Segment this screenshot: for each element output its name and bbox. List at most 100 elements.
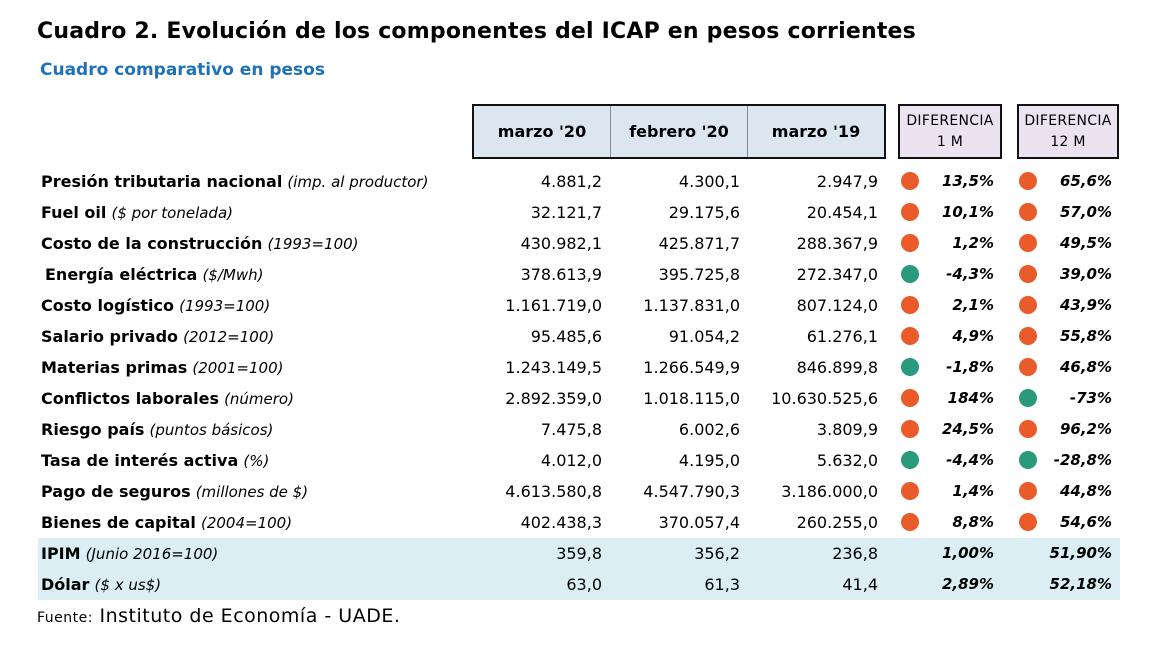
header-diferencia-12m-line2: 12 M [1050, 133, 1086, 150]
indicator-12m-icon [1019, 203, 1037, 221]
indicator-1m-icon [901, 203, 919, 221]
value-marzo-19: 3.186.000,0 [781, 482, 878, 501]
value-febrero-20: 1.137.831,0 [643, 296, 740, 315]
header-diferencia-12m-line1: DIFERENCIA [1024, 112, 1112, 129]
row-name: Riesgo país [41, 420, 145, 439]
indicator-12m-icon [1019, 172, 1037, 190]
table-row: Salario privado (2012=100) 95.485,6 91.0… [38, 321, 1120, 352]
table-row: Presión tributaria nacional (imp. al pro… [38, 166, 1120, 197]
row-unit: ($ x us$) [94, 576, 162, 594]
indicator-1m-icon [901, 482, 919, 500]
row-label: Costo de la construcción (1993=100) [41, 228, 359, 260]
header-febrero-20: febrero '20 [610, 106, 747, 157]
row-label: Materias primas (2001=100) [41, 352, 283, 384]
row-label: Conflictos laborales (número) [41, 383, 294, 415]
indicator-1m-icon [901, 172, 919, 190]
diff-1m: 10,1% [941, 203, 994, 221]
row-name: Salario privado [41, 327, 179, 346]
table-subtitle: Cuadro comparativo en pesos [40, 60, 325, 80]
row-unit: (imp. al productor) [287, 173, 429, 191]
value-marzo-19: 846.899,8 [796, 358, 878, 377]
row-name: Costo logístico [41, 296, 175, 315]
data-table: Presión tributaria nacional (imp. al pro… [38, 166, 1120, 600]
header-marzo-20: marzo '20 [497, 122, 587, 141]
table-row: Energía eléctrica ($/Mwh) 378.613,9 395.… [38, 259, 1120, 290]
diff-12m: -28,8% [1053, 451, 1112, 469]
value-febrero-20: 6.002,6 [678, 420, 740, 439]
row-unit: ($ por tonelada) [111, 204, 234, 222]
diff-12m: 51,90% [1049, 544, 1112, 562]
row-label: Energía eléctrica ($/Mwh) [45, 259, 263, 291]
table-row: Costo de la construcción (1993=100) 430.… [38, 228, 1120, 259]
value-marzo-20: 95.485,6 [530, 327, 602, 346]
table-row: Fuel oil ($ por tonelada) 32.121,7 29.17… [38, 197, 1120, 228]
diff-12m: 39,0% [1059, 265, 1112, 283]
value-marzo-20: 359,8 [556, 544, 602, 563]
indicator-1m-icon [901, 451, 919, 469]
indicator-1m-icon [901, 358, 919, 376]
diff-1m: 2,1% [952, 296, 994, 314]
row-unit: (Junio 2016=100) [85, 545, 219, 563]
row-unit: (puntos básicos) [149, 421, 274, 439]
value-marzo-19: 10.630.525,6 [771, 389, 878, 408]
indicator-12m-icon [1019, 358, 1037, 376]
row-unit: (1993=100) [267, 235, 359, 253]
table-row-highlighted: Dólar ($ x us$) 63,0 61,3 41,4 2,89% 52,… [38, 569, 1120, 600]
value-marzo-19: 288.367,9 [796, 234, 878, 253]
table-row: Conflictos laborales (número) 2.892.359,… [38, 383, 1120, 414]
source-note: Fuente: Instituto de Economía - UADE. [37, 605, 400, 627]
row-label: Tasa de interés activa (%) [41, 445, 269, 477]
value-febrero-20: 395.725,8 [658, 265, 740, 284]
value-febrero-20: 425.871,7 [658, 234, 740, 253]
indicator-1m-icon [901, 234, 919, 252]
indicator-12m-icon [1019, 327, 1037, 345]
row-name: Bienes de capital [41, 513, 196, 532]
value-marzo-19: 41,4 [842, 575, 878, 594]
value-febrero-20: 61,3 [704, 575, 740, 594]
value-marzo-20: 63,0 [566, 575, 602, 594]
indicator-1m-icon [901, 327, 919, 345]
row-unit: (2001=100) [192, 359, 284, 377]
diff-12m: 65,6% [1059, 172, 1112, 190]
value-marzo-19: 236,8 [832, 544, 878, 563]
header-diferencia-1m-line1: DIFERENCIA [906, 112, 994, 129]
diff-12m: 46,8% [1059, 358, 1112, 376]
row-unit: (número) [224, 390, 294, 408]
value-febrero-20: 1.018.115,0 [643, 389, 740, 408]
source-prefix: Fuente: [37, 610, 93, 626]
diff-12m: 55,8% [1059, 327, 1112, 345]
row-label: Pago de seguros (millones de $) [41, 476, 308, 508]
row-label: IPIM (Junio 2016=100) [41, 538, 218, 570]
value-marzo-20: 1.243.149,5 [505, 358, 602, 377]
value-marzo-19: 5.632,0 [816, 451, 878, 470]
table-row: Bienes de capital (2004=100) 402.438,3 3… [38, 507, 1120, 538]
row-name: Fuel oil [41, 203, 107, 222]
row-name: IPIM [41, 544, 81, 563]
table-row-highlighted: IPIM (Junio 2016=100) 359,8 356,2 236,8 … [38, 538, 1120, 569]
header-diferencia-1m: DIFERENCIA 1 M [898, 104, 1002, 159]
indicator-1m-icon [901, 296, 919, 314]
diff-1m: 24,5% [941, 420, 994, 438]
value-marzo-20: 4.881,2 [540, 172, 602, 191]
row-unit: (2012=100) [183, 328, 275, 346]
value-marzo-20: 4.012,0 [540, 451, 602, 470]
table-row: Materias primas (2001=100) 1.243.149,5 1… [38, 352, 1120, 383]
value-marzo-19: 807.124,0 [796, 296, 878, 315]
row-name: Presión tributaria nacional [41, 172, 283, 191]
value-marzo-19: 61.276,1 [806, 327, 878, 346]
value-febrero-20: 370.057,4 [658, 513, 740, 532]
diff-12m: 49,5% [1059, 234, 1112, 252]
header-marzo-19: marzo '19 [747, 106, 884, 157]
value-febrero-20: 1.266.549,9 [643, 358, 740, 377]
value-febrero-20: 356,2 [694, 544, 740, 563]
diff-12m: 44,8% [1059, 482, 1112, 500]
row-unit: (1993=100) [179, 297, 271, 315]
indicator-12m-icon [1019, 513, 1037, 531]
diff-12m: 52,18% [1049, 575, 1112, 593]
value-marzo-19: 272.347,0 [796, 265, 878, 284]
value-marzo-19: 20.454,1 [806, 203, 878, 222]
row-unit: (millones de $) [195, 483, 309, 501]
value-marzo-19: 260.255,0 [796, 513, 878, 532]
row-label: Fuel oil ($ por tonelada) [41, 197, 233, 229]
diff-1m: -4,4% [946, 451, 994, 469]
